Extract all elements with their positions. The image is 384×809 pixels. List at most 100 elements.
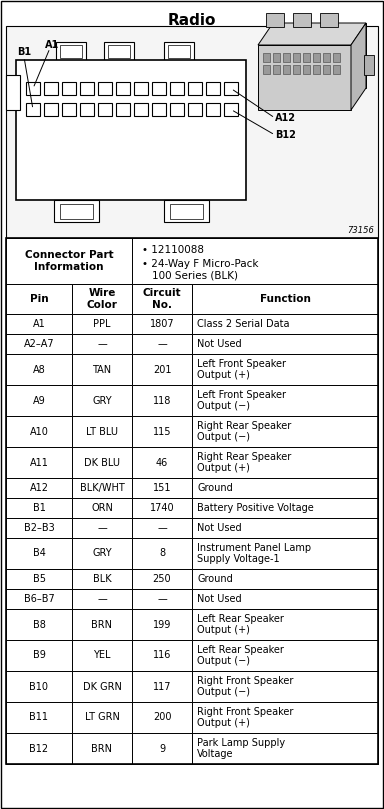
Bar [72, 589, 132, 609]
Bar [224, 82, 238, 95]
Text: 118: 118 [153, 396, 171, 405]
Text: A1: A1 [45, 40, 59, 50]
Bar [283, 53, 290, 62]
Text: BLK: BLK [93, 574, 111, 584]
Text: 73156: 73156 [347, 226, 374, 235]
Text: 9: 9 [159, 743, 165, 753]
Text: 46: 46 [156, 458, 168, 468]
Text: DK GRN: DK GRN [83, 681, 121, 692]
Bar [192, 447, 378, 478]
Bar [323, 65, 330, 74]
Bar [192, 640, 378, 671]
Bar [80, 103, 94, 116]
Bar [16, 60, 246, 200]
Bar [132, 609, 192, 640]
Bar [132, 416, 192, 447]
Text: B9: B9 [33, 650, 45, 660]
Bar [192, 334, 378, 354]
Bar [108, 45, 130, 58]
Bar [273, 65, 280, 74]
Bar [98, 82, 112, 95]
Text: B2–B3: B2–B3 [24, 523, 55, 533]
Text: B10: B10 [30, 681, 48, 692]
Bar [192, 671, 378, 702]
Bar [6, 609, 72, 640]
Bar [333, 65, 340, 74]
Bar [6, 238, 378, 764]
Text: B5: B5 [33, 574, 45, 584]
Bar [132, 284, 192, 314]
Text: Not Used: Not Used [197, 523, 242, 533]
Bar [6, 416, 72, 447]
Bar [132, 334, 192, 354]
Text: Instrument Panel Lamp
Supply Voltage-1: Instrument Panel Lamp Supply Voltage-1 [197, 543, 311, 565]
Text: Left Front Speaker
Output (+): Left Front Speaker Output (+) [197, 358, 286, 380]
Bar [273, 23, 366, 88]
Bar [132, 385, 192, 416]
Text: GRY: GRY [92, 396, 112, 405]
Bar [303, 53, 310, 62]
Text: 201: 201 [153, 365, 171, 375]
Bar [72, 314, 132, 334]
Text: Right Rear Speaker
Output (−): Right Rear Speaker Output (−) [197, 421, 291, 443]
Text: BLK/WHT: BLK/WHT [79, 483, 124, 493]
Text: Wire
Color: Wire Color [86, 288, 118, 310]
Bar [72, 354, 132, 385]
Bar [132, 314, 192, 334]
Text: 100 Series (BLK): 100 Series (BLK) [152, 271, 238, 281]
Bar [258, 45, 351, 110]
Bar [132, 733, 192, 764]
Text: Right Front Speaker
Output (+): Right Front Speaker Output (+) [197, 707, 293, 728]
Text: A2–A7: A2–A7 [24, 339, 54, 349]
Text: BRN: BRN [91, 743, 113, 753]
Bar [6, 75, 20, 110]
Bar [192, 354, 378, 385]
Bar [192, 518, 378, 538]
Text: 116: 116 [153, 650, 171, 660]
Text: B12: B12 [275, 130, 296, 140]
Bar [26, 103, 40, 116]
Bar [320, 13, 338, 27]
Bar [188, 82, 202, 95]
Text: Connector Part
Information: Connector Part Information [25, 250, 113, 272]
Bar [283, 65, 290, 74]
Text: Class 2 Serial Data: Class 2 Serial Data [197, 319, 290, 329]
Bar [134, 103, 148, 116]
Text: • 24-Way F Micro-Pack: • 24-Way F Micro-Pack [142, 259, 258, 269]
Text: Not Used: Not Used [197, 594, 242, 604]
Bar [6, 498, 72, 518]
Bar [72, 733, 132, 764]
Bar [72, 498, 132, 518]
Bar [206, 103, 220, 116]
Bar [6, 354, 72, 385]
Bar [132, 354, 192, 385]
Text: LT GRN: LT GRN [84, 713, 119, 722]
Bar [72, 284, 132, 314]
Bar [192, 589, 378, 609]
Text: Left Rear Speaker
Output (−): Left Rear Speaker Output (−) [197, 645, 284, 667]
Bar [132, 569, 192, 589]
Bar [6, 538, 72, 569]
Bar [72, 385, 132, 416]
Text: Left Rear Speaker
Output (+): Left Rear Speaker Output (+) [197, 614, 284, 635]
Text: Battery Positive Voltage: Battery Positive Voltage [197, 503, 314, 513]
Polygon shape [258, 23, 366, 45]
Bar [60, 204, 93, 219]
Text: A10: A10 [30, 426, 48, 437]
Bar [72, 416, 132, 447]
Bar [62, 82, 76, 95]
Text: Not Used: Not Used [197, 339, 242, 349]
Text: B12: B12 [30, 743, 48, 753]
Bar [293, 53, 300, 62]
Bar [6, 447, 72, 478]
Text: B11: B11 [30, 713, 48, 722]
Bar [132, 589, 192, 609]
Bar [192, 284, 378, 314]
Text: 199: 199 [153, 620, 171, 629]
Bar [26, 82, 40, 95]
Bar [72, 671, 132, 702]
Bar [132, 447, 192, 478]
Text: Ground: Ground [197, 574, 233, 584]
Bar [273, 53, 280, 62]
Text: 117: 117 [153, 681, 171, 692]
